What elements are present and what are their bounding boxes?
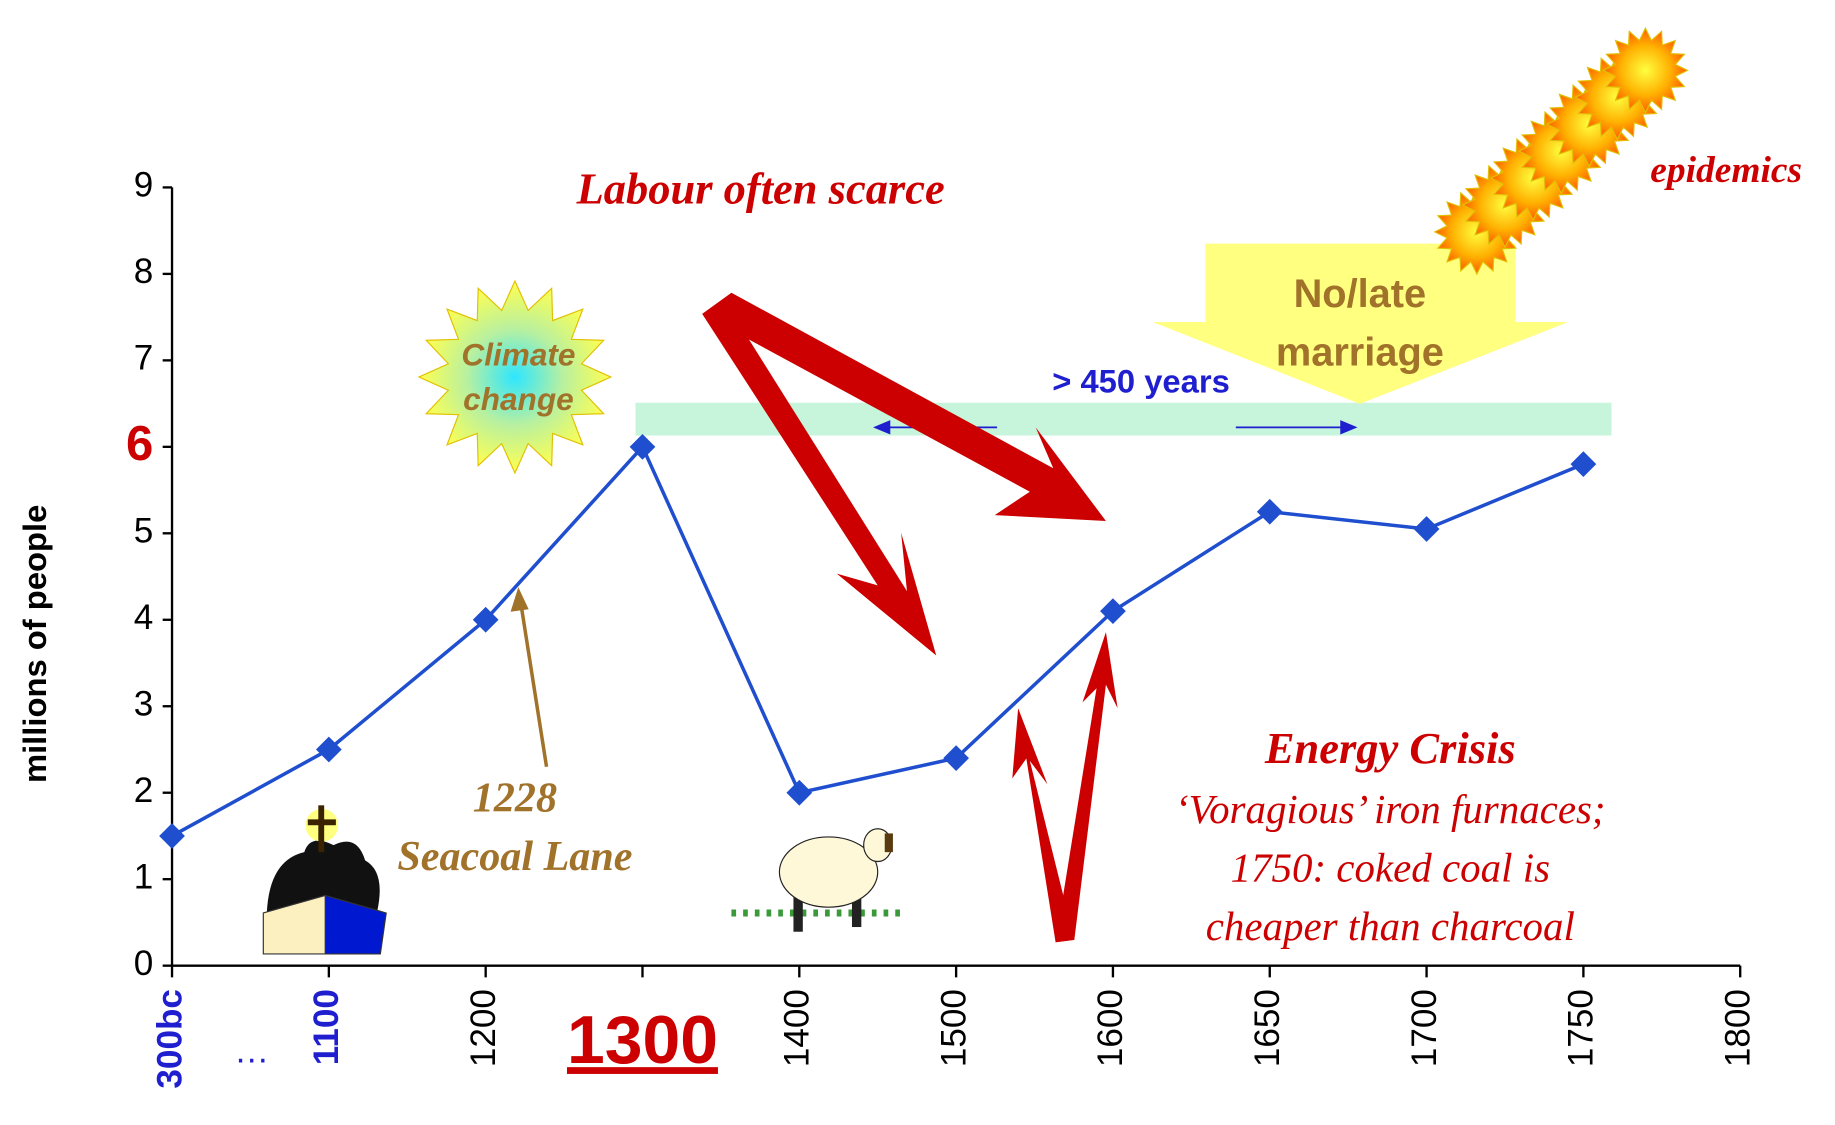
y-tick-label: 3	[134, 685, 154, 724]
x-tick-label: 1400	[778, 989, 817, 1067]
data-point	[159, 823, 185, 849]
annotation: ‘Voragious’ iron furnaces;	[1175, 787, 1606, 832]
annotation: Seacoal Lane	[397, 833, 632, 880]
y-tick-label: 0	[134, 944, 154, 983]
x-tick-label: 1650	[1248, 989, 1287, 1067]
series-line	[172, 447, 1583, 836]
data-point	[1414, 516, 1440, 542]
sheep-icon	[731, 829, 907, 932]
y-tick-label: 9	[134, 166, 154, 205]
annotation: epidemics	[1650, 150, 1802, 191]
x-tick-label: 300bc	[150, 989, 189, 1089]
annotation: Climate	[461, 336, 575, 372]
ellipsis: …	[234, 1032, 269, 1071]
climate-burst	[419, 281, 611, 473]
y-tick-label: 5	[134, 512, 154, 551]
data-point	[1257, 499, 1283, 525]
y-tick-label: 2	[134, 771, 154, 810]
y-tick-label: 1	[134, 857, 154, 896]
annotation: Labour often scarce	[576, 163, 945, 213]
data-point	[1571, 451, 1597, 477]
data-point	[786, 780, 812, 806]
x-tick-label: 1800	[1718, 989, 1757, 1067]
x-tick-label: 1200	[464, 989, 503, 1067]
church-icon	[263, 805, 386, 954]
epidemic-burst	[1603, 28, 1687, 112]
x-tick-label: 1100	[307, 989, 346, 1065]
seacoal-arrow	[511, 589, 546, 767]
y-tick-label: 4	[134, 598, 154, 637]
annotation: 1750: coked coal is	[1231, 845, 1550, 890]
y-axis-label: millions of people	[16, 505, 53, 783]
x-tick-label: 1500	[934, 989, 973, 1067]
annotation: change	[463, 381, 574, 417]
y-tick-label: 8	[134, 252, 154, 291]
x-tick-label: 1300	[567, 1003, 718, 1078]
annotation: 1228	[473, 774, 557, 821]
annotation: Energy Crisis	[1264, 723, 1516, 773]
x-tick-label: 1700	[1405, 989, 1444, 1067]
y-tick-label: 7	[134, 339, 154, 378]
annotation: > 450 years	[1052, 363, 1230, 400]
page: {"chart_data": { "type": "line", "ylabel…	[0, 0, 1835, 1125]
annotation: No/late	[1294, 272, 1427, 316]
annotation: cheaper than charcoal	[1206, 904, 1575, 949]
chart: 0 1 2 3 4 5 6 7 8 9 millions of people 300bc 1100 120…	[0, 0, 1835, 1125]
x-tick-label: 1600	[1091, 989, 1130, 1067]
x-tick-label: 1750	[1562, 989, 1601, 1067]
y-tick-label: 6	[126, 417, 153, 471]
annotation: marriage	[1276, 330, 1444, 374]
